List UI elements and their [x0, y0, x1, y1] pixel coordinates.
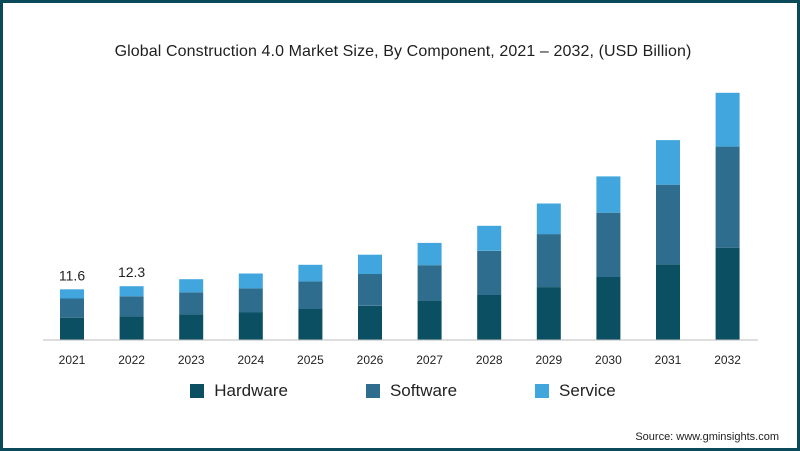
legend-item-software: Software	[365, 381, 458, 401]
bar-hardware-2026	[358, 305, 382, 340]
chart-title: Global Construction 4.0 Market Size, By …	[114, 43, 692, 60]
legend-item-hardware: Hardware	[190, 381, 288, 401]
bar-hardware-2024	[238, 312, 263, 340]
bar-hardware-2030	[596, 277, 621, 340]
x-tick-label-2021: 2021	[59, 353, 86, 367]
bars-layer	[60, 92, 740, 340]
bar-software-2021	[60, 298, 84, 318]
x-tick-label-2031: 2031	[655, 353, 682, 367]
data-label-2022: 12.3	[118, 264, 145, 280]
bar-service-2021	[60, 289, 84, 299]
bar-hardware-2029	[536, 287, 561, 340]
legend-swatch-hardware	[190, 384, 205, 398]
bar-service-2029	[536, 203, 561, 235]
x-tick-label-2023: 2023	[178, 353, 205, 367]
x-tick-label-2024: 2024	[237, 353, 264, 367]
bar-software-2027	[417, 265, 442, 301]
bar-software-2025	[298, 281, 323, 309]
bar-software-2024	[238, 288, 263, 313]
bar-service-2026	[358, 254, 382, 274]
legend-label-hardware: Hardware	[214, 381, 288, 400]
x-tick-label-2025: 2025	[297, 353, 324, 367]
bar-hardware-2031	[656, 264, 680, 340]
bar-software-2031	[656, 184, 680, 265]
x-tick-labels: 2021 2022 2023 2024 2025 2026 2027 2028 2029 2030…	[59, 353, 742, 367]
x-tick-label-2027: 2027	[416, 353, 443, 367]
bar-service-2028	[477, 225, 502, 251]
legend-label-service: Service	[559, 381, 616, 400]
bar-service-2030	[596, 176, 621, 213]
bar-service-2025	[298, 264, 323, 282]
bar-hardware-2028	[477, 294, 502, 340]
bar-software-2028	[477, 250, 502, 295]
stacked-bar-chart: 2021 2022 2023 2024 2025 2026 2027 2028 2029 2030…	[43, 92, 758, 367]
legend-swatch-service	[535, 384, 550, 398]
bar-software-2029	[536, 234, 561, 287]
legend: Hardware Software Service	[3, 381, 800, 401]
x-tick-label-2026: 2026	[357, 353, 384, 367]
data-labels: 11.6 12.3	[59, 264, 146, 283]
bar-service-2032	[715, 92, 740, 147]
x-tick-label-2029: 2029	[535, 353, 562, 367]
bar-hardware-2025	[298, 308, 323, 340]
bar-software-2026	[358, 273, 382, 306]
legend-label-software: Software	[389, 381, 458, 400]
data-label-2021: 11.6	[59, 267, 85, 283]
bar-software-2023	[179, 292, 204, 315]
bar-service-2031	[656, 140, 680, 185]
bar-software-2032	[715, 146, 740, 248]
bar-service-2027	[417, 242, 442, 266]
x-tick-label-2032: 2032	[714, 353, 741, 367]
bar-hardware-2027	[417, 300, 442, 340]
x-tick-label-2022: 2022	[118, 353, 145, 367]
legend-item-service: Service	[535, 381, 616, 401]
bar-hardware-2021	[60, 317, 84, 340]
bar-software-2030	[596, 212, 621, 277]
bar-service-2024	[238, 273, 263, 289]
bar-hardware-2032	[715, 247, 740, 340]
bar-service-2022	[119, 286, 144, 297]
x-tick-label-2028: 2028	[476, 353, 503, 367]
source-note: Source: www.gminsights.com	[635, 431, 779, 443]
x-tick-label-2030: 2030	[595, 353, 622, 367]
bar-software-2022	[119, 296, 144, 317]
bar-service-2023	[179, 279, 204, 293]
bar-hardware-2022	[119, 316, 144, 340]
bar-hardware-2023	[179, 314, 204, 340]
legend-swatch-software	[365, 384, 380, 398]
